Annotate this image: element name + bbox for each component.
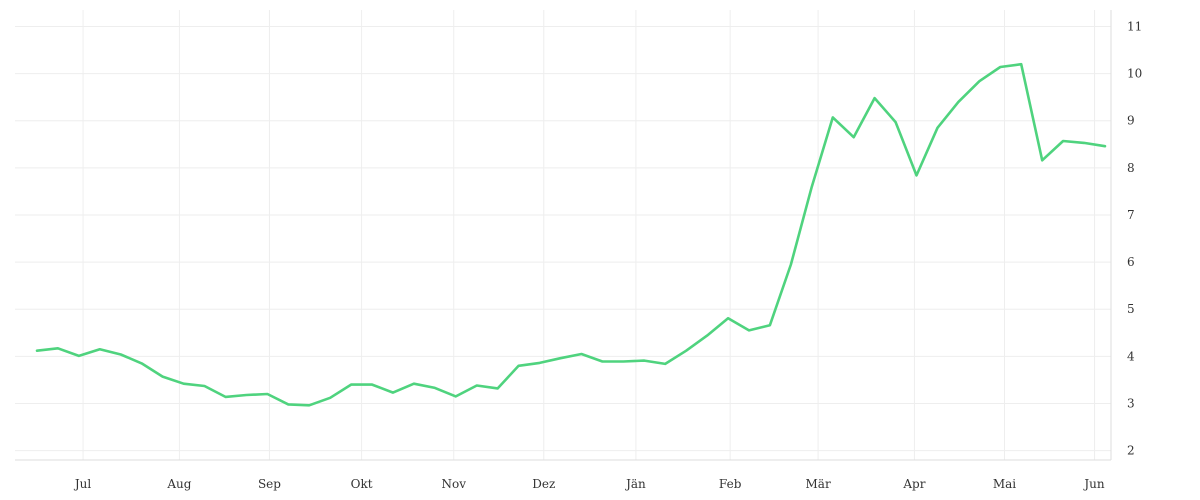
x-tick-label: Dez xyxy=(532,477,555,491)
y-tick-label: 10 xyxy=(1127,67,1142,81)
series-line xyxy=(35,62,1107,407)
y-tick-label: 2 xyxy=(1127,444,1135,458)
horizontal-gridlines xyxy=(15,25,1111,452)
y-tick-label: 3 xyxy=(1127,396,1135,410)
y-tick-label: 11 xyxy=(1127,19,1142,33)
y-tick-label: 4 xyxy=(1127,349,1135,363)
x-tick-label: Mär xyxy=(806,477,831,491)
x-tick-label: Sep xyxy=(258,477,281,491)
x-tick-label: Jun xyxy=(1082,477,1105,491)
x-tick-label: Jän xyxy=(624,477,646,491)
x-tick-label: Okt xyxy=(351,477,373,491)
x-axis-tick-labels: Jul Aug Sep Okt Nov Dez Jän Feb Mär Apr Mai Jun xyxy=(73,477,1105,491)
y-tick-label: 6 xyxy=(1127,255,1135,269)
y-tick-label: 5 xyxy=(1127,302,1135,316)
x-tick-label: Mai xyxy=(993,477,1016,491)
y-axis-tick-labels: 2 3 4 5 6 7 8 9 10 11 xyxy=(1127,19,1142,457)
x-tick-label: Feb xyxy=(719,477,742,491)
x-tick-label: Nov xyxy=(441,477,466,491)
y-tick-label: 7 xyxy=(1127,208,1135,222)
y-tick-label: 8 xyxy=(1127,161,1135,175)
x-tick-label: Jul xyxy=(73,477,92,491)
x-tick-label: Apr xyxy=(902,477,925,491)
y-tick-label: 9 xyxy=(1127,114,1135,128)
x-tick-label: Aug xyxy=(166,477,191,491)
vertical-gridlines xyxy=(82,10,1096,460)
